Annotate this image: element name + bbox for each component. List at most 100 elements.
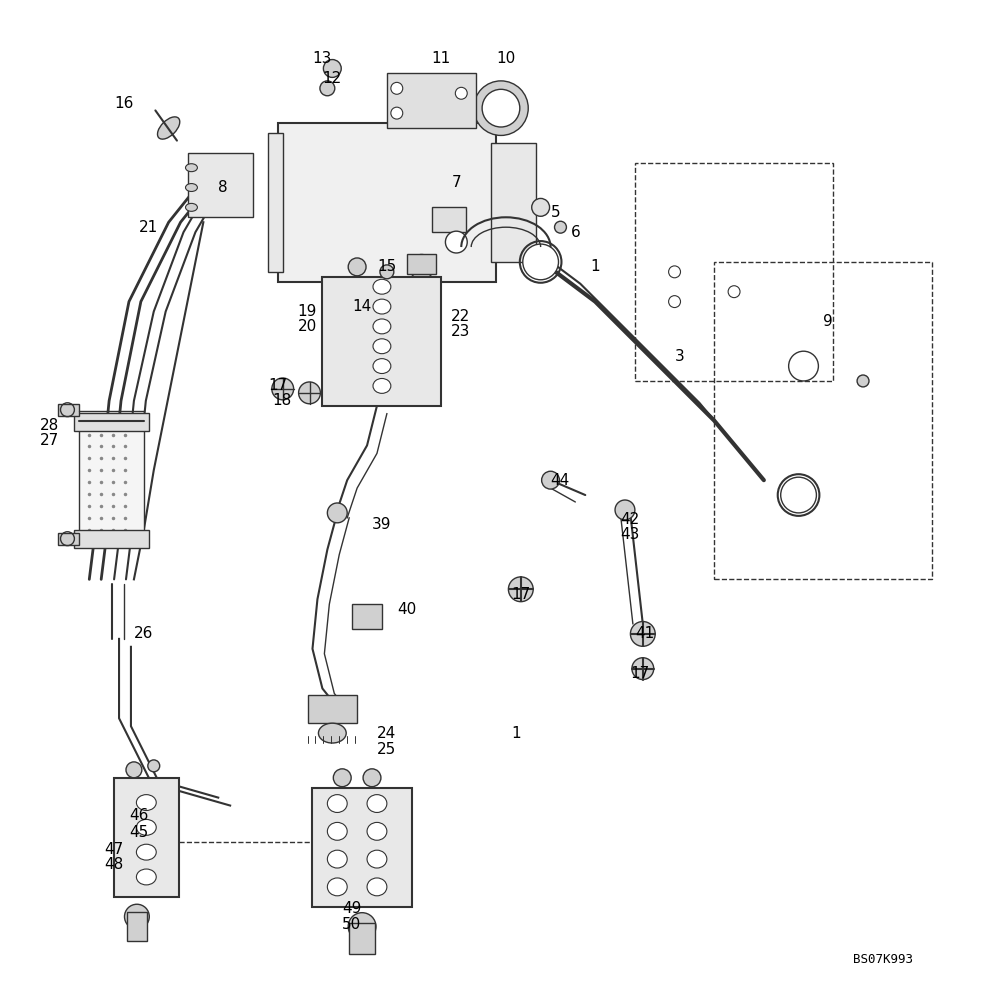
- Bar: [714, 262, 932, 579]
- Ellipse shape: [509, 577, 534, 602]
- Ellipse shape: [363, 769, 381, 787]
- Ellipse shape: [669, 266, 681, 278]
- Ellipse shape: [348, 258, 366, 276]
- Text: 3: 3: [675, 349, 684, 364]
- Text: 23: 23: [451, 324, 471, 339]
- Ellipse shape: [391, 82, 403, 94]
- Text: 25: 25: [377, 742, 396, 757]
- Ellipse shape: [327, 850, 347, 868]
- Ellipse shape: [272, 378, 294, 400]
- Bar: [312, 788, 412, 907]
- Bar: [387, 73, 476, 128]
- Ellipse shape: [669, 296, 681, 308]
- Ellipse shape: [789, 351, 818, 381]
- Ellipse shape: [367, 850, 387, 868]
- Ellipse shape: [137, 795, 157, 810]
- Bar: [188, 153, 253, 217]
- Text: 19: 19: [298, 304, 317, 319]
- Bar: [322, 277, 441, 406]
- Ellipse shape: [631, 622, 655, 646]
- Text: 1: 1: [590, 259, 600, 274]
- Ellipse shape: [542, 471, 559, 489]
- Ellipse shape: [158, 117, 180, 139]
- Ellipse shape: [555, 221, 566, 233]
- Bar: [432, 207, 466, 232]
- Text: 50: 50: [342, 917, 361, 932]
- Text: 1: 1: [511, 726, 521, 741]
- Text: BS07K993: BS07K993: [853, 953, 913, 966]
- Ellipse shape: [327, 795, 347, 812]
- Ellipse shape: [373, 279, 391, 294]
- Text: 39: 39: [372, 517, 392, 532]
- Ellipse shape: [125, 904, 150, 929]
- Text: 16: 16: [114, 96, 134, 111]
- Bar: [635, 163, 833, 381]
- Ellipse shape: [126, 762, 142, 778]
- Ellipse shape: [299, 382, 320, 404]
- Ellipse shape: [857, 375, 869, 387]
- Ellipse shape: [318, 723, 346, 743]
- Ellipse shape: [615, 500, 635, 520]
- Ellipse shape: [632, 658, 654, 680]
- Text: 17: 17: [511, 587, 530, 602]
- Text: 17: 17: [268, 378, 287, 393]
- Bar: [349, 923, 375, 954]
- Ellipse shape: [409, 254, 434, 279]
- Text: 27: 27: [40, 433, 59, 448]
- Ellipse shape: [728, 286, 740, 298]
- Ellipse shape: [445, 231, 467, 253]
- Text: 8: 8: [218, 180, 228, 195]
- Ellipse shape: [323, 60, 341, 77]
- Bar: [491, 143, 536, 262]
- Bar: [74, 530, 149, 548]
- Bar: [407, 254, 436, 274]
- Text: 15: 15: [377, 259, 396, 274]
- Text: 20: 20: [298, 319, 316, 334]
- Text: 46: 46: [129, 808, 149, 823]
- Ellipse shape: [482, 89, 520, 127]
- Text: 43: 43: [620, 527, 640, 542]
- Ellipse shape: [373, 378, 391, 393]
- Bar: [127, 912, 147, 941]
- Ellipse shape: [137, 869, 157, 885]
- Text: 14: 14: [352, 299, 371, 314]
- Text: 18: 18: [273, 393, 292, 408]
- Bar: [268, 133, 283, 272]
- Text: 21: 21: [139, 220, 158, 235]
- Ellipse shape: [367, 795, 387, 812]
- Text: 44: 44: [551, 473, 569, 488]
- Ellipse shape: [523, 244, 558, 280]
- Ellipse shape: [186, 184, 197, 191]
- Ellipse shape: [781, 477, 816, 513]
- Text: 47: 47: [104, 842, 123, 857]
- Text: 48: 48: [104, 857, 123, 872]
- Bar: [308, 695, 357, 723]
- Ellipse shape: [373, 299, 391, 314]
- Bar: [114, 778, 179, 897]
- Bar: [58, 533, 79, 545]
- Ellipse shape: [367, 822, 387, 840]
- Text: 7: 7: [451, 175, 461, 190]
- Bar: [58, 404, 79, 416]
- Text: 13: 13: [312, 51, 332, 66]
- Ellipse shape: [473, 81, 528, 135]
- Text: 42: 42: [620, 512, 639, 527]
- Ellipse shape: [367, 878, 387, 896]
- Ellipse shape: [327, 822, 347, 840]
- Ellipse shape: [319, 81, 335, 96]
- Ellipse shape: [186, 164, 197, 172]
- Text: 6: 6: [570, 225, 580, 240]
- Bar: [74, 413, 149, 431]
- Text: 5: 5: [551, 205, 560, 220]
- Ellipse shape: [373, 319, 391, 334]
- Text: 10: 10: [496, 51, 515, 66]
- Ellipse shape: [373, 339, 391, 354]
- Text: 11: 11: [432, 51, 450, 66]
- Ellipse shape: [327, 878, 347, 896]
- Ellipse shape: [380, 265, 394, 279]
- Ellipse shape: [532, 198, 550, 216]
- Text: 12: 12: [322, 71, 341, 86]
- Text: 40: 40: [397, 602, 416, 617]
- Text: 45: 45: [129, 825, 148, 840]
- Bar: [352, 604, 382, 629]
